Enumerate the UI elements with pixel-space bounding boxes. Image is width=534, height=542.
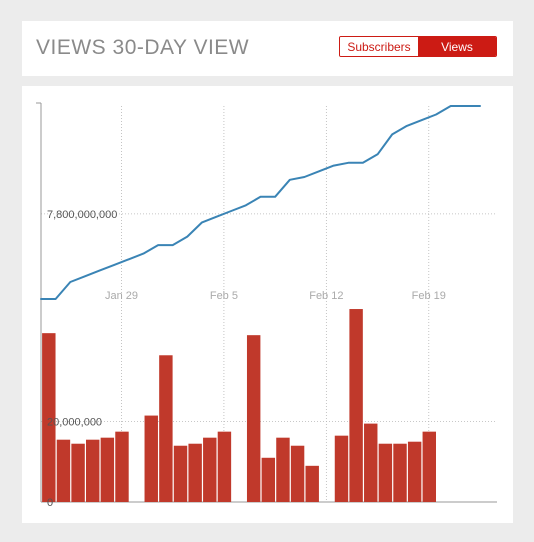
y-tick-label: 0 <box>47 497 53 509</box>
bar <box>334 435 349 502</box>
bar <box>144 415 158 502</box>
bar <box>159 355 173 502</box>
bar <box>42 333 56 502</box>
bar <box>188 443 202 502</box>
bar <box>86 439 100 502</box>
metric-toggle[interactable]: Subscribers Views <box>339 36 497 57</box>
bar <box>203 437 217 502</box>
bar <box>378 443 393 502</box>
views-button[interactable]: Views <box>418 37 496 56</box>
bar <box>290 445 305 502</box>
bar <box>393 443 407 502</box>
chart-card: Jan 29 Feb 5 Feb 12 Feb 19 7,800,000,000 20,0… <box>22 86 513 523</box>
views-line <box>40 105 481 300</box>
bar <box>56 439 71 502</box>
bar <box>422 431 436 502</box>
bar <box>173 445 188 502</box>
bar <box>115 431 129 502</box>
y-tick-label: 7,800,000,000 <box>47 209 117 221</box>
bar <box>276 437 290 502</box>
x-tick-label: Feb 19 <box>412 290 446 302</box>
x-tick-label: Feb 5 <box>210 290 238 302</box>
x-tick-label: Feb 12 <box>309 290 343 302</box>
page-title: VIEWS 30-DAY VIEW <box>36 36 250 59</box>
bar <box>364 423 378 502</box>
bar <box>246 335 261 502</box>
bar <box>100 437 115 502</box>
bar <box>407 441 422 502</box>
bar <box>217 431 232 502</box>
bar <box>349 309 363 502</box>
bar <box>71 443 85 502</box>
views-chart: Jan 29 Feb 5 Feb 12 Feb 19 7,800,000,000 20,0… <box>36 102 497 509</box>
y-tick-label: 20,000,000 <box>47 417 102 429</box>
x-tick-label: Jan 29 <box>105 290 138 302</box>
subscribers-button[interactable]: Subscribers <box>340 37 418 56</box>
bar <box>305 465 319 502</box>
header-card: VIEWS 30-DAY VIEW Subscribers Views <box>22 21 513 76</box>
bar <box>261 457 276 502</box>
